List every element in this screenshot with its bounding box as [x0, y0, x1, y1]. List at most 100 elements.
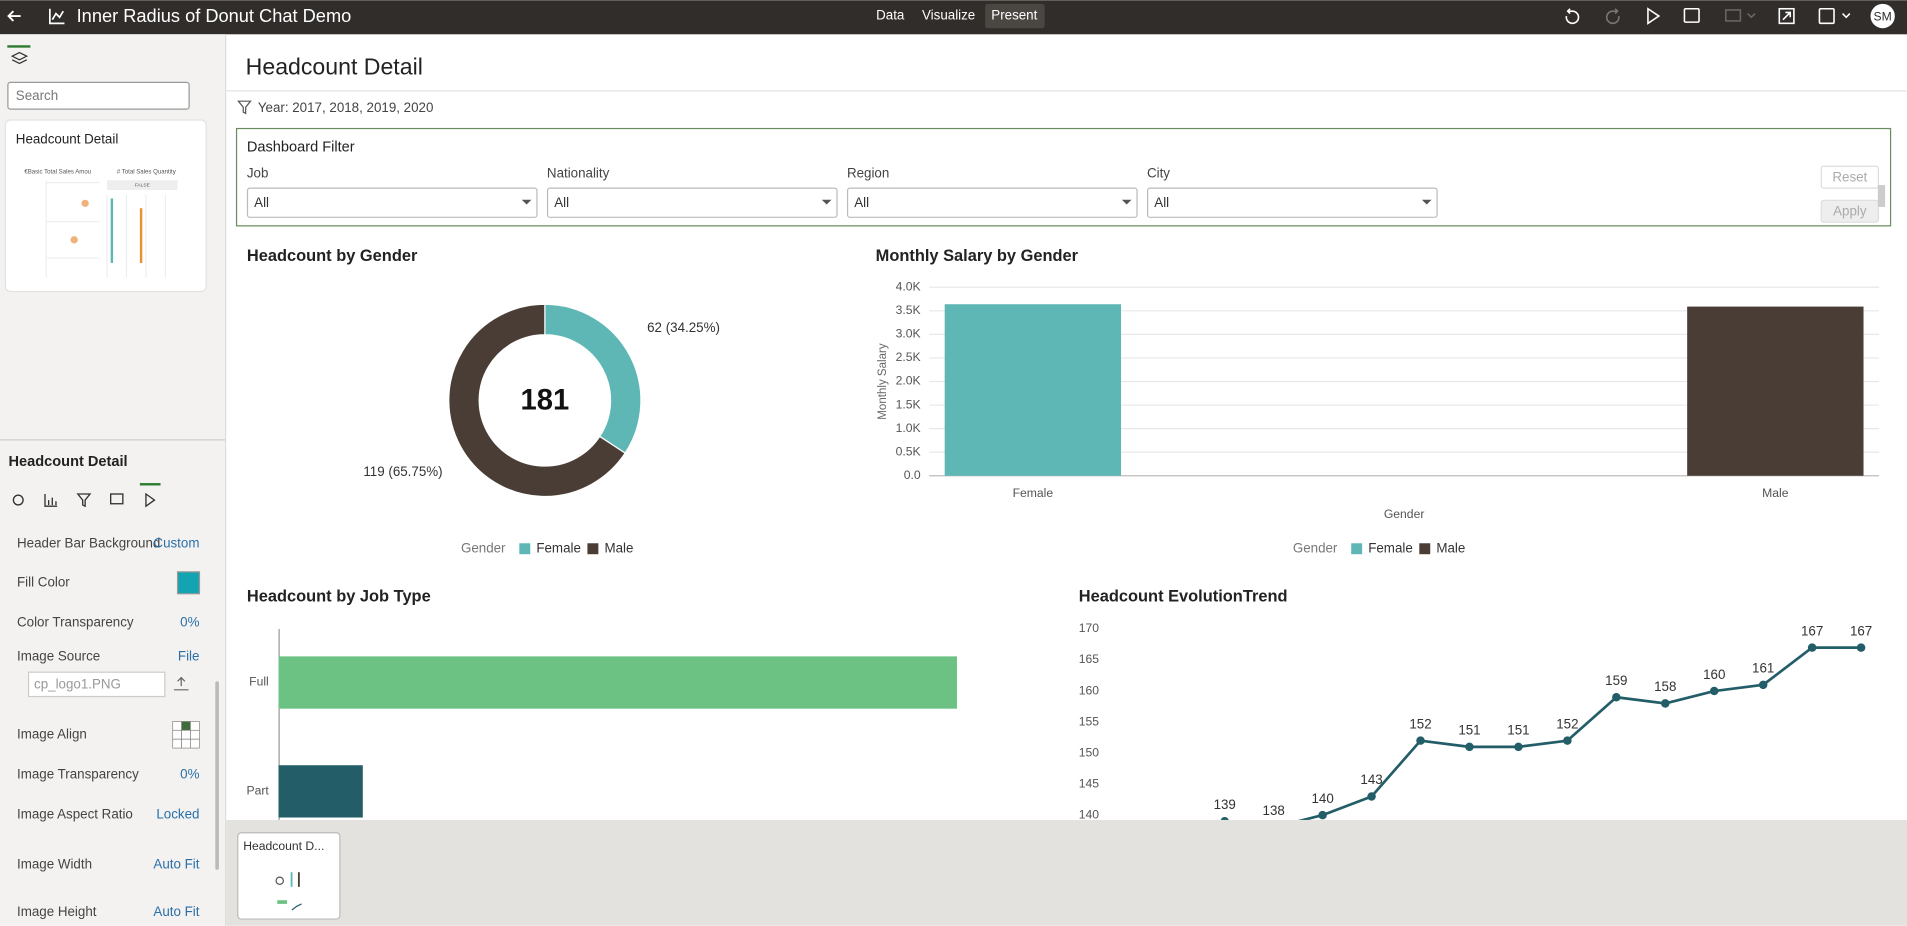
avatar[interactable] — [1870, 3, 1895, 29]
align-cell[interactable] — [190, 729, 200, 740]
align-cell[interactable] — [181, 729, 191, 740]
property-value[interactable]: Custom — [153, 535, 199, 550]
bar — [278, 656, 957, 709]
filter-value: All — [254, 195, 269, 210]
filter-select[interactable] — [546, 187, 838, 218]
comment-menu[interactable] — [1747, 13, 1756, 19]
back-button[interactable] — [7, 10, 21, 22]
point — [1807, 643, 1817, 652]
align-cell[interactable] — [172, 729, 182, 740]
point — [1416, 736, 1425, 745]
thumb-bar — [110, 198, 114, 263]
search-input[interactable] — [7, 81, 190, 110]
data-label: 119 (65.75%) — [363, 464, 442, 479]
y-tick-label: 160 — [1079, 683, 1100, 697]
property-value[interactable]: Auto Fit — [153, 856, 199, 871]
file-input[interactable] — [27, 671, 166, 698]
data-icon[interactable] — [1683, 7, 1700, 23]
upload-icon[interactable] — [173, 676, 189, 691]
legend-title: Gender — [461, 540, 506, 555]
property-value[interactable]: File — [178, 649, 200, 664]
y-tick-label: 150 — [1079, 745, 1100, 759]
top-bar — [0, 0, 1907, 35]
filter-scrollbar[interactable] — [1877, 185, 1886, 207]
data-label: 151 — [1458, 723, 1480, 738]
chart-tab[interactable] — [44, 494, 58, 507]
notes-tab[interactable] — [110, 493, 124, 505]
align-cell[interactable] — [172, 721, 182, 731]
app-title: Inner Radius of Donut Chat Demo — [77, 5, 352, 26]
align-cell[interactable] — [181, 738, 191, 749]
dashboard-filter-title: Dashboard Filter — [247, 139, 355, 155]
filter-tab[interactable] — [76, 493, 92, 508]
tab[interactable]: Data — [876, 8, 905, 23]
avatar-initials: SM — [1874, 9, 1892, 23]
y-tick-label: Part — [246, 784, 269, 798]
property-label: Color Transparency — [17, 614, 134, 629]
property-value[interactable]: Locked — [156, 807, 199, 822]
comment[interactable] — [1724, 9, 1742, 22]
legend-title: Gender — [1293, 540, 1338, 555]
property-value[interactable]: Auto Fit — [153, 904, 199, 919]
data-label: 62 (34.25%) — [647, 320, 720, 335]
property-value[interactable]: 0% — [180, 766, 199, 781]
legend-label: Male — [1436, 540, 1465, 555]
donut-slice — [544, 303, 642, 454]
save-menu[interactable] — [1841, 13, 1851, 19]
filter-value: All — [554, 195, 569, 210]
thumb-grid — [45, 180, 167, 278]
color-swatch[interactable] — [176, 571, 201, 595]
bar — [278, 765, 363, 818]
layers-icon[interactable] — [10, 51, 29, 65]
align-cell[interactable] — [190, 738, 200, 749]
align-cell[interactable] — [172, 738, 182, 749]
y-tick-label: 3.5K — [896, 303, 921, 317]
dropdown-arrow — [1121, 199, 1132, 205]
property-label: Image Width — [17, 856, 92, 871]
align-cell[interactable] — [190, 721, 200, 731]
tab[interactable]: Present — [991, 8, 1037, 23]
thumb-dot — [81, 199, 89, 207]
legend-swatch — [1351, 543, 1363, 555]
apply-button[interactable] — [1820, 199, 1880, 223]
filter-label: Job — [247, 166, 269, 181]
export[interactable] — [1778, 7, 1795, 25]
run[interactable] — [1647, 7, 1661, 25]
data-label: 159 — [1605, 673, 1627, 688]
y-tick-label: Full — [249, 675, 269, 689]
tab-indicator — [139, 483, 161, 486]
property-value[interactable]: 0% — [180, 614, 199, 629]
canvas-card-title: Headcount Detail — [16, 132, 119, 147]
point — [1758, 680, 1768, 690]
data-label: 138 — [1263, 803, 1285, 818]
active-tab-bg — [985, 3, 1045, 29]
year-filter[interactable]: Year: 2017, 2018, 2019, 2020 — [258, 100, 434, 115]
reset-button[interactable] — [1820, 165, 1880, 189]
filter-select[interactable] — [846, 187, 1138, 218]
file-name: cp_logo1.PNG — [34, 676, 121, 691]
settings-tab[interactable] — [12, 494, 24, 506]
scrollbar[interactable] — [215, 681, 219, 870]
align-cell[interactable] — [181, 721, 191, 731]
y-tick-label: 4.0K — [896, 279, 921, 293]
undo[interactable] — [1565, 8, 1580, 25]
legend-label: Female — [536, 540, 581, 555]
x-tick-label: Male — [1762, 486, 1789, 500]
save[interactable] — [1818, 7, 1835, 25]
bar — [944, 304, 1122, 476]
filter-select[interactable] — [1146, 187, 1438, 218]
redo[interactable] — [1605, 8, 1620, 25]
point — [1367, 792, 1376, 801]
chart-title: Headcount EvolutionTrend — [1079, 588, 1288, 606]
point — [1661, 699, 1670, 708]
filter-select[interactable] — [246, 187, 538, 218]
canvas-tab[interactable] — [237, 832, 341, 920]
y-tick-label: 165 — [1079, 652, 1100, 666]
thumb-text: €Basic Total Sales Amou — [24, 168, 91, 175]
filter-label: Region — [847, 166, 889, 181]
export-arrow — [1782, 11, 1792, 21]
present-tab[interactable] — [145, 492, 156, 508]
tab[interactable]: Visualize — [922, 8, 975, 23]
canvas-card[interactable] — [4, 119, 207, 293]
